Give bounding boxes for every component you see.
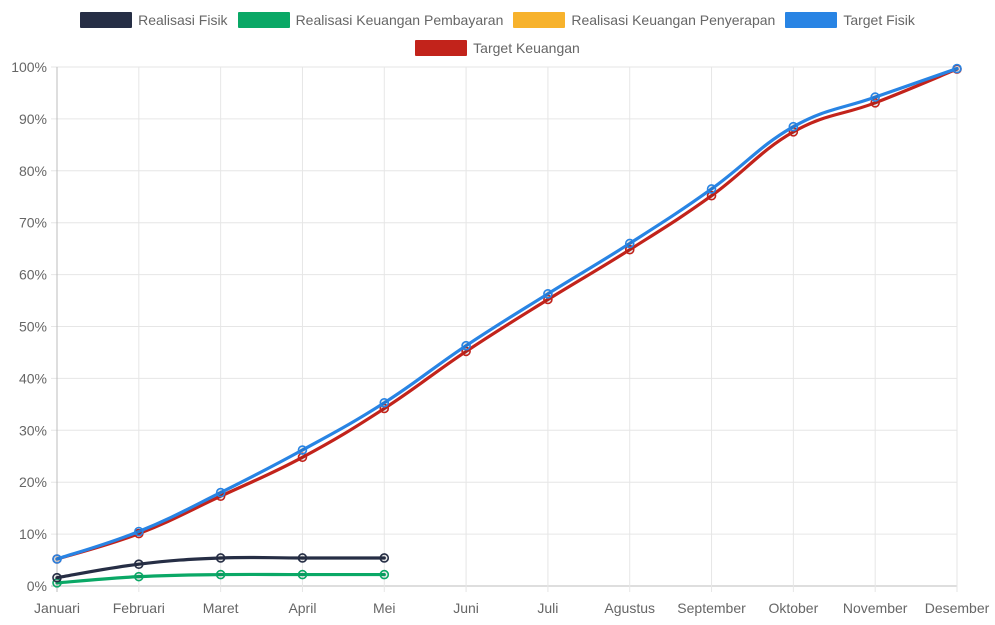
legend-row-1: Realisasi Fisik Realisasi Keuangan Pemba… <box>0 6 995 34</box>
data-point-target-fisik <box>788 121 799 132</box>
legend-label: Realisasi Keuangan Penyerapan <box>571 12 776 28</box>
legend: Realisasi Fisik Realisasi Keuangan Pemba… <box>0 6 995 62</box>
data-point-realisasi-fisik <box>134 559 144 570</box>
series-line-target-keuangan <box>55 67 959 561</box>
x-tick-label: Januari <box>34 600 80 616</box>
data-point-target-fisik <box>52 554 62 564</box>
legend-label: Realisasi Keuangan Pembayaran <box>295 12 504 28</box>
legend-item-target-keuangan[interactable]: Target Keuangan <box>415 40 580 56</box>
legend-item-realisasi-keuangan-pembayaran[interactable]: Realisasi Keuangan Pembayaran <box>237 12 504 28</box>
legend-label: Target Fisik <box>843 12 915 28</box>
y-tick-label: 50% <box>19 319 47 335</box>
data-point-realisasi-keuangan-pembayaran <box>297 569 308 580</box>
x-tick-label: Agustus <box>604 600 655 616</box>
data-point-target-fisik <box>870 92 880 102</box>
y-tick-label: 40% <box>19 370 47 386</box>
y-tick-label: 80% <box>19 163 47 179</box>
x-tick-label: Mei <box>373 600 396 616</box>
data-point-target-fisik <box>952 63 962 74</box>
data-point-realisasi-fisik <box>52 572 62 583</box>
data-point-target-keuangan <box>706 190 717 201</box>
y-tick-label: 100% <box>11 59 47 75</box>
data-point-realisasi-keuangan-pembayaran <box>134 571 144 582</box>
x-tick-label: Februari <box>113 600 165 616</box>
data-point-target-fisik <box>215 487 226 498</box>
legend-label: Target Keuangan <box>473 40 580 56</box>
data-point-target-fisik <box>706 184 717 194</box>
data-point-realisasi-fisik <box>379 553 390 563</box>
legend-swatch-realisasi-keuangan-penyerapan <box>513 12 566 28</box>
legend-swatch-target-keuangan <box>415 40 468 56</box>
x-tick-label: April <box>288 600 316 616</box>
y-tick-label: 0% <box>27 578 47 594</box>
y-tick-label: 10% <box>19 526 47 542</box>
x-tick-label: Desember <box>925 600 990 616</box>
x-tick-label: September <box>677 600 746 616</box>
series-line-target-fisik <box>55 66 959 561</box>
legend-swatch-target-fisik <box>785 12 838 28</box>
series-line-realisasi-fisik <box>55 555 386 580</box>
series-line-realisasi-keuangan-pembayaran <box>55 572 386 585</box>
data-point-target-fisik <box>379 397 390 408</box>
x-tick-label: Maret <box>203 600 239 616</box>
x-tick-label: Juni <box>453 600 479 616</box>
data-point-realisasi-keuangan-pembayaran <box>215 569 226 580</box>
data-point-target-fisik <box>624 238 635 249</box>
x-tick-label: Oktober <box>768 600 818 616</box>
data-point-target-fisik <box>543 289 553 299</box>
y-tick-label: 90% <box>19 111 47 127</box>
data-point-realisasi-fisik <box>215 553 226 563</box>
data-point-target-fisik <box>134 526 144 537</box>
y-tick-label: 20% <box>19 474 47 490</box>
legend-label: Realisasi Fisik <box>138 12 228 28</box>
data-point-target-fisik <box>297 445 308 455</box>
y-tick-label: 60% <box>19 267 47 283</box>
legend-row-2: Target Keuangan <box>0 34 995 62</box>
legend-item-realisasi-fisik[interactable]: Realisasi Fisik <box>80 12 228 28</box>
y-tick-label: 70% <box>19 215 47 231</box>
y-tick-label: 30% <box>19 422 47 438</box>
x-tick-label: Juli <box>537 600 558 616</box>
data-point-realisasi-fisik <box>297 553 308 563</box>
legend-item-realisasi-keuangan-penyerapan[interactable]: Realisasi Keuangan Penyerapan <box>513 12 775 28</box>
data-point-realisasi-keuangan-pembayaran <box>379 569 390 580</box>
x-tick-label: November <box>843 600 908 616</box>
data-point-target-fisik <box>461 340 471 351</box>
legend-swatch-realisasi-fisik <box>80 12 133 28</box>
legend-swatch-realisasi-keuangan-pembayaran <box>237 12 290 28</box>
legend-item-target-fisik[interactable]: Target Fisik <box>785 12 915 28</box>
